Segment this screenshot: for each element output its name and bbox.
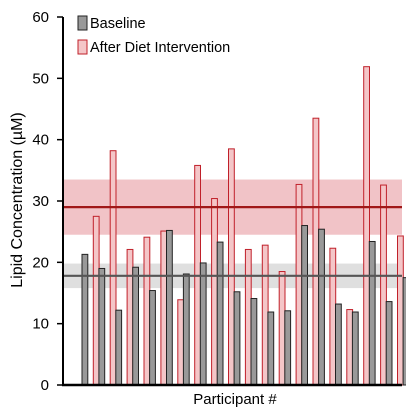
y-axis-label: Lipid Concentration (µM)	[9, 112, 26, 288]
baseline-bar-12	[267, 311, 275, 386]
after-bar-15	[329, 247, 337, 386]
baseline-bar-1	[81, 253, 89, 386]
baseline-bar-19	[385, 301, 393, 386]
after-bar-6	[177, 299, 185, 386]
after-bar-13	[295, 183, 303, 386]
x-axis-label: Participant #	[193, 391, 277, 408]
legend-label-2: After Diet Intervention	[90, 40, 230, 56]
axes: 0 10 20 30 40 50 60	[32, 9, 402, 394]
y-tick-label-10: 10	[32, 316, 49, 333]
after-bar-3	[126, 248, 134, 386]
baseline-bar-10	[233, 291, 241, 386]
baseline-bar-16	[335, 303, 342, 386]
baseline-bar-17	[351, 311, 359, 386]
baseline-bar-6	[166, 229, 173, 386]
baseline-bar-13	[284, 310, 292, 386]
after-bar-11	[261, 244, 269, 386]
after-bar-10	[244, 248, 252, 386]
after-bar-18	[380, 184, 387, 386]
after-bar-16	[346, 309, 354, 386]
after-bar-5	[160, 230, 168, 386]
baseline-bar-4	[132, 266, 139, 386]
legend-label-1: Baseline	[90, 16, 146, 32]
baseline-bar-11	[250, 298, 258, 386]
after-bar-9	[228, 148, 235, 386]
baseline-bar-18	[368, 240, 376, 386]
after-bar-1	[92, 215, 100, 386]
baseline-bar-7	[182, 273, 190, 386]
y-tick-label-20: 20	[32, 254, 49, 271]
after-bar-4	[143, 236, 151, 386]
after-bar-8	[211, 198, 218, 386]
baseline-bar-15	[318, 228, 325, 386]
legend-swatch-1	[77, 15, 88, 31]
baseline-bar-20	[402, 277, 406, 386]
baseline-bar-14	[301, 225, 309, 386]
baseline-bar-8	[199, 262, 207, 386]
y-tick-label-40: 40	[32, 132, 49, 149]
y-tick-label-0: 0	[41, 377, 49, 394]
after-bar-14	[312, 117, 320, 386]
baseline-bar-2	[98, 267, 106, 386]
legend: Baseline After Diet Intervention	[77, 15, 230, 56]
after-bar-12	[278, 271, 286, 386]
mean-lines	[63, 206, 402, 277]
after-bar-17	[363, 66, 371, 386]
y-tick-label-30: 30	[32, 193, 49, 210]
baseline-bar-3	[115, 309, 123, 386]
y-tick-label-60: 60	[32, 9, 49, 26]
after-bar-19	[397, 235, 404, 386]
baseline-bar-5	[149, 290, 156, 386]
baseline-bar-9	[216, 241, 224, 386]
y-tick-label-50: 50	[32, 70, 49, 87]
after-bar-2	[109, 150, 117, 386]
legend-swatch-2	[77, 39, 88, 55]
